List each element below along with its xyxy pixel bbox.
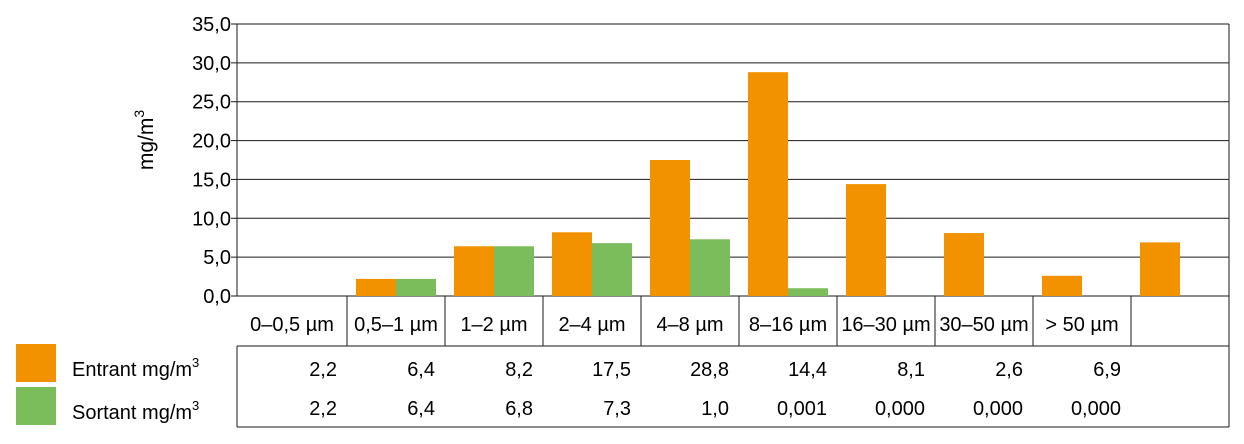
sortant-value: 6,4 [407, 398, 435, 420]
gridlines [237, 23, 1230, 297]
y-tick-label: 0,0 [203, 286, 231, 308]
sortant-value: 0,000 [875, 398, 925, 420]
category-label: 0,5–1 µm [354, 314, 438, 336]
bar-entrant [748, 72, 788, 296]
y-tick-label: 25,0 [192, 92, 231, 114]
category-label: 16–30 µm [841, 314, 930, 336]
legend-swatch-entrant [16, 344, 56, 382]
sortant-value: 0,000 [1071, 398, 1121, 420]
entrant-value: 28,8 [690, 359, 729, 381]
y-axis: 0,0 5,0 10,0 15,0 20,0 25,0 30,0 35,0 [192, 14, 238, 308]
bar-entrant [552, 232, 592, 296]
sortant-value: 6,8 [505, 398, 533, 420]
legend-superscript: 3 [192, 398, 199, 413]
bar-entrant [944, 233, 984, 296]
category-label: 0–0,5 µm [250, 314, 334, 336]
category-label: 8–16 µm [749, 314, 827, 336]
entrant-value: 2,6 [995, 359, 1023, 381]
data-table: 0–0,5 µm 0,5–1 µm 1–2 µm 2–4 µm 4–8 µm 8–16 µ… [236, 296, 1230, 428]
sortant-value: 0,000 [973, 398, 1023, 420]
legend-superscript: 3 [192, 355, 199, 370]
bar-sortant [788, 288, 828, 296]
sortant-value: 1,0 [701, 398, 729, 420]
entrant-value: 6,4 [407, 359, 435, 381]
bar-sortant [396, 278, 436, 296]
sortant-value: 0,001 [777, 398, 827, 420]
y-tick-label: 15,0 [192, 169, 231, 191]
legend-label-sortant: Sortant mg/m3 [72, 398, 199, 424]
entrant-value: 8,2 [505, 359, 533, 381]
category-label: 1–2 µm [460, 314, 527, 336]
sortant-value: 7,3 [603, 398, 631, 420]
category-label: 2–4 µm [558, 314, 625, 336]
legend-label-entrant: Entrant mg/m3 [72, 355, 199, 381]
y-tick-label: 20,0 [192, 131, 231, 153]
bar-entrant [1042, 275, 1082, 296]
entrant-value: 2,2 [309, 359, 337, 381]
entrant-value: 8,1 [897, 359, 925, 381]
bar-entrant [650, 160, 690, 296]
y-axis-label-superscript: 3 [131, 110, 147, 118]
bar-entrant [1140, 242, 1180, 296]
legend-swatch-sortant [16, 387, 56, 425]
entrant-value: 6,9 [1093, 359, 1121, 381]
bar-sortant [690, 239, 730, 296]
category-label: > 50 µm [1045, 314, 1118, 336]
y-tick-label: 10,0 [192, 208, 231, 230]
bars [356, 72, 1180, 296]
category-label: 30–50 µm [939, 314, 1028, 336]
bar-sortant [494, 246, 534, 296]
y-axis-label-text: mg/m [135, 118, 158, 171]
y-axis-label: mg/m3 [131, 110, 158, 171]
y-tick-label: 35,0 [192, 14, 231, 36]
entrant-value: 14,4 [788, 359, 827, 381]
category-label: 4–8 µm [656, 314, 723, 336]
entrant-value: 17,5 [592, 359, 631, 381]
bar-entrant [846, 184, 886, 296]
legend-text: Sortant mg/m [72, 402, 192, 424]
y-tick-label: 30,0 [192, 53, 231, 75]
bar-entrant [356, 278, 396, 296]
legend-text: Entrant mg/m [72, 359, 192, 381]
y-tick-label: 5,0 [203, 247, 231, 269]
sortant-value: 2,2 [309, 398, 337, 420]
bar-sortant [592, 243, 632, 296]
bar-entrant [454, 246, 494, 296]
